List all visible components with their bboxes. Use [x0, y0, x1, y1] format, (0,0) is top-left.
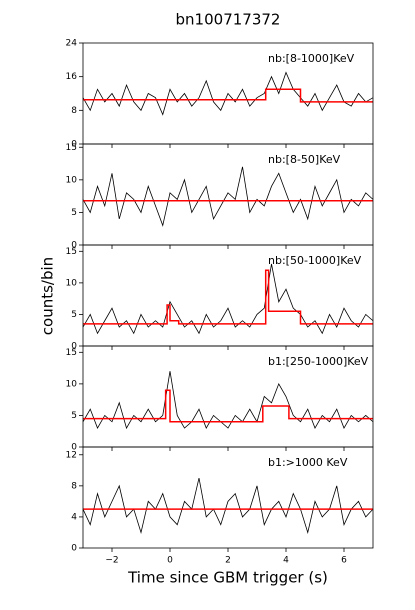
- panel-label: nb:[8-50]KeV: [268, 153, 341, 166]
- bayesian-blocks: [83, 88, 373, 103]
- x-tick-label: 4: [283, 556, 289, 566]
- y-tick-label: 24: [66, 39, 78, 49]
- light-curve: [82, 263, 374, 335]
- x-axis-label: Time since GBM trigger (s): [127, 569, 328, 587]
- chart-title: bn100717372: [176, 11, 281, 29]
- y-tick-label: 10: [66, 175, 78, 185]
- x-tick-label: 6: [341, 556, 347, 566]
- y-tick-label: 5: [71, 411, 77, 421]
- y-tick-label: 16: [66, 72, 78, 82]
- y-tick-label: 0: [71, 342, 77, 352]
- y-tick-label: 15: [66, 247, 77, 257]
- y-tick-label: 4: [71, 512, 77, 522]
- x-tick-label: 0: [167, 556, 173, 566]
- y-tick-label: 5: [71, 310, 77, 320]
- y-tick-label: 0: [71, 443, 77, 453]
- panel-label: nb:[50-1000]KeV: [268, 254, 362, 267]
- y-axis-label: counts/bin: [39, 257, 57, 335]
- y-tick-label: 8: [71, 481, 77, 491]
- y-tick-label: 0: [71, 140, 77, 150]
- bayesian-blocks: [83, 269, 373, 325]
- bayesian-blocks: [83, 389, 373, 423]
- light-curve: [82, 477, 374, 534]
- y-tick-label: 0: [71, 544, 77, 554]
- y-tick-label: 15: [66, 143, 77, 153]
- x-tick-label: 2: [225, 556, 231, 566]
- panel-frame: [82, 446, 374, 549]
- y-tick-label: 5: [71, 208, 77, 218]
- panel-label: nb:[8-1000]KeV: [268, 52, 355, 65]
- y-tick-label: 15: [66, 348, 77, 358]
- y-tick-label: 8: [71, 106, 77, 116]
- light-curve: [82, 166, 374, 227]
- light-curve: [82, 371, 374, 430]
- panel-label: b1:>1000 KeV: [268, 456, 348, 469]
- y-tick-label: 0: [71, 241, 77, 251]
- y-tick-label: 10: [66, 278, 78, 288]
- y-tick-label: 12: [66, 450, 77, 460]
- x-tick-label: −2: [105, 556, 118, 566]
- light-curve: [82, 71, 374, 116]
- panel-label: b1:[250-1000]KeV: [268, 355, 369, 368]
- y-tick-label: 10: [66, 379, 78, 389]
